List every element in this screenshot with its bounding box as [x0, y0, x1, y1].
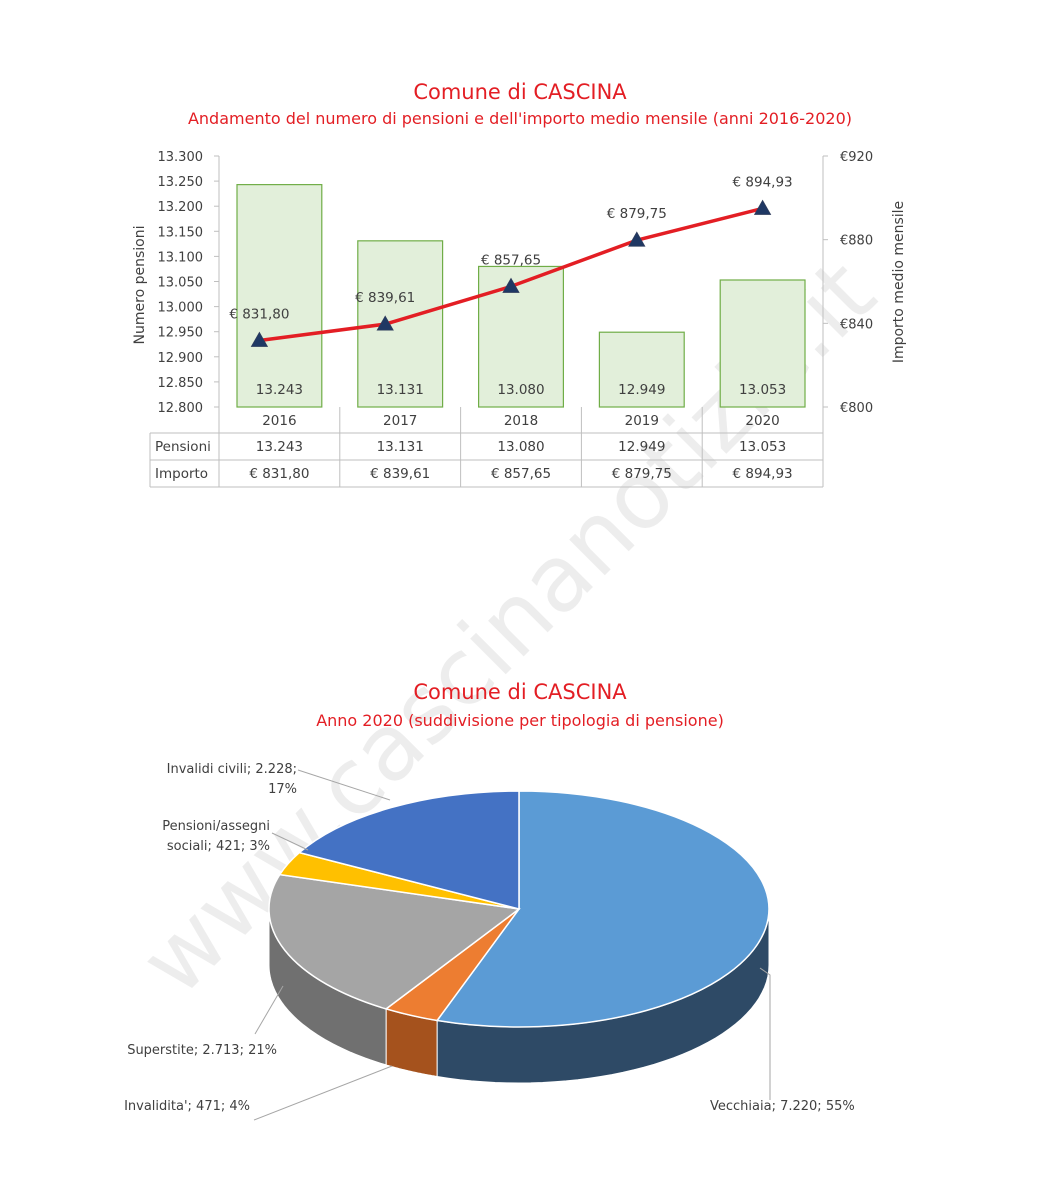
bar-data-label: 13.080	[497, 382, 544, 398]
line-data-label: € 839,61	[355, 290, 415, 306]
bar	[236, 184, 323, 408]
pie-subtitle: Anno 2020 (suddivisione per tipologia di…	[316, 711, 724, 730]
x-tick-label: 2016	[262, 413, 296, 429]
x-tick-label: 2017	[383, 413, 417, 429]
table-cell: € 857,65	[491, 466, 551, 482]
bar	[478, 265, 565, 408]
y-tick-label: 13.250	[158, 175, 204, 190]
y-tick-label: 12.950	[158, 326, 204, 341]
y-tick-label: 13.200	[158, 200, 204, 215]
y2-tick-label: €880	[840, 234, 873, 249]
y-tick-label: 12.850	[158, 376, 204, 391]
table-cell: € 894,93	[733, 466, 793, 482]
line-marker	[753, 199, 772, 215]
line-data-label: € 831,80	[229, 306, 289, 322]
pie-slice	[435, 790, 770, 1028]
bar	[357, 240, 444, 408]
pie-slice-label: Superstite; 2.713; 21%	[127, 1043, 277, 1058]
pie-slice-label: Invalidita'; 471; 4%	[124, 1099, 250, 1114]
chart-subtitle: Andamento del numero di pensioni e dell'…	[188, 109, 852, 128]
y-tick-label: 12.800	[158, 401, 204, 416]
line-data-label: € 879,75	[607, 206, 667, 222]
x-tick-label: 2020	[745, 413, 779, 429]
pie-slice-label: Pensioni/assegni sociali; 421; 3%	[162, 819, 270, 854]
pie-chart: Comune di CASCINA Anno 2020 (suddivision…	[124, 680, 855, 1121]
y-axis-title: Numero pensioni	[132, 226, 148, 345]
pie-slice	[297, 790, 520, 910]
y-tick-label: 13.050	[158, 276, 204, 291]
table-cell: 13.131	[377, 439, 424, 455]
line-marker	[628, 231, 646, 247]
line-marker	[376, 315, 394, 331]
chart-title: Comune di CASCINA	[413, 80, 627, 104]
table-cell: € 831,80	[249, 466, 309, 482]
table-row-header: Pensioni	[155, 439, 211, 455]
line-marker	[250, 331, 269, 347]
pie-leader-line	[253, 1065, 393, 1121]
bar-data-label: 13.053	[739, 382, 786, 398]
bar-data-label: 13.243	[256, 382, 303, 398]
table-cell: 13.053	[739, 439, 786, 455]
y2-axis-title: Importo medio mensile	[891, 201, 907, 363]
y-tick-label: 13.150	[158, 225, 204, 240]
line-data-label: € 857,65	[481, 252, 541, 268]
table-cell: 12.949	[618, 439, 665, 455]
y2-tick-label: €840	[840, 317, 873, 332]
bar	[719, 279, 806, 408]
x-tick-label: 2019	[625, 413, 659, 429]
y-tick-label: 13.000	[158, 301, 204, 316]
y-tick-label: 13.100	[158, 250, 204, 265]
pie-leader-line	[254, 985, 284, 1035]
combo-chart: Comune di CASCINA Andamento del numero d…	[132, 80, 907, 488]
y2-tick-label: €800	[840, 401, 873, 416]
bar-data-label: 13.131	[377, 382, 424, 398]
pie-leader-line	[759, 967, 771, 1100]
pie-leader-line	[297, 769, 391, 801]
pie-leader-line	[271, 832, 309, 851]
bar	[598, 331, 685, 408]
pie-slice-label: Vecchiaia; 7.220; 55%	[710, 1099, 855, 1114]
table-cell: 13.080	[497, 439, 544, 455]
line-marker	[502, 277, 520, 293]
bar-data-label: 12.949	[618, 382, 665, 398]
table-cell: 13.243	[256, 439, 303, 455]
table-cell: € 879,75	[612, 466, 672, 482]
x-tick-label: 2018	[504, 413, 538, 429]
pie-slice	[268, 873, 521, 1010]
table-row-header: Importo	[155, 466, 208, 482]
y2-tick-label: €920	[840, 150, 873, 165]
y-tick-label: 12.900	[158, 351, 204, 366]
y-tick-label: 13.300	[158, 150, 204, 165]
line-data-label: € 894,93	[733, 174, 793, 190]
pie-title: Comune di CASCINA	[413, 680, 627, 704]
pie-slice-label: Invalidi civili; 2.228; 17%	[167, 762, 297, 797]
table-cell: € 839,61	[370, 466, 430, 482]
